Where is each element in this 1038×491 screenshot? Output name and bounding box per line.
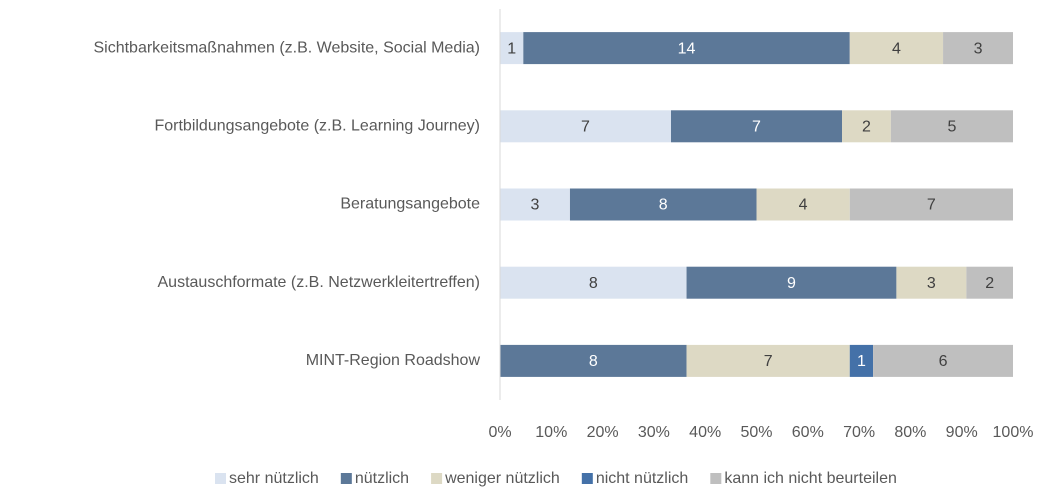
x-tick-label: 80%: [894, 424, 926, 441]
bar-segment: [849, 32, 944, 65]
x-tick-label: 20%: [587, 424, 619, 441]
x-tick-label: 40%: [689, 424, 721, 441]
y-tick-label: Fortbildungsangebote (z.B. Learning Jour…: [154, 118, 480, 135]
data-label: 7: [927, 197, 936, 214]
data-label: 14: [678, 40, 696, 57]
bar-segment: [896, 266, 967, 299]
bar-segment: [500, 266, 687, 299]
legend-swatch: [215, 473, 226, 484]
bar-segment: [671, 110, 842, 143]
bar-segment: [890, 110, 1013, 143]
data-label: 8: [589, 353, 598, 370]
data-label: 7: [581, 119, 590, 136]
legend-label: nicht nützlich: [596, 470, 689, 487]
data-label: 6: [939, 353, 948, 370]
bar-segment: [500, 32, 524, 65]
data-label: 7: [752, 119, 761, 136]
y-tick-label: Austauschformate (z.B. Netzwerkleitertre…: [158, 274, 481, 291]
data-label: 4: [799, 197, 808, 214]
bar-segment: [943, 32, 1013, 65]
data-label: 2: [862, 119, 871, 136]
y-tick-label: Sichtbarkeitsmaßnahmen (z.B. Website, So…: [93, 39, 480, 56]
legend-label: kann ich nicht beurteilen: [724, 470, 897, 487]
legend-swatch: [431, 473, 443, 484]
x-tick-label: 60%: [792, 424, 824, 441]
data-label: 9: [787, 275, 796, 292]
data-label: 1: [507, 40, 516, 57]
data-label: 3: [927, 275, 936, 292]
data-label: 8: [659, 197, 668, 214]
bar-segment: [500, 344, 687, 377]
x-tick-label: 70%: [843, 424, 875, 441]
y-tick-label: Beratungsangebote: [340, 196, 480, 213]
bar-segment: [756, 188, 850, 221]
x-tick-label: 90%: [946, 424, 978, 441]
bar-segment: [966, 266, 1013, 299]
legend-label: sehr nützlich: [229, 470, 319, 487]
bar-segment: [849, 344, 874, 377]
x-tick-label: 10%: [535, 424, 567, 441]
bar-segment: [686, 344, 850, 377]
bar-segment: [686, 266, 897, 299]
data-label: 2: [985, 275, 994, 292]
data-label: 3: [531, 197, 540, 214]
x-tick-label: 50%: [740, 424, 772, 441]
bar-segment: [500, 188, 570, 221]
data-label: 5: [947, 119, 956, 136]
legend-label: nützlich: [355, 470, 409, 487]
bar-segment: [500, 110, 671, 143]
data-label: 7: [764, 353, 773, 370]
legend-label: weniger nützlich: [444, 470, 560, 487]
bar-segment: [523, 32, 850, 65]
bar-segment: [873, 344, 1013, 377]
x-tick-label: 0%: [488, 424, 511, 441]
data-label: 4: [892, 40, 901, 57]
legend-swatch: [340, 473, 352, 484]
data-label: 3: [974, 40, 983, 57]
bar-segment: [849, 188, 1013, 221]
data-label: 1: [857, 353, 866, 370]
bar-segment: [569, 188, 757, 221]
x-tick-label: 100%: [993, 424, 1034, 441]
bar-segment: [842, 110, 891, 143]
y-tick-label: MINT-Region Roadshow: [306, 352, 481, 369]
x-tick-label: 30%: [638, 424, 670, 441]
legend-swatch: [710, 473, 722, 484]
legend-swatch: [581, 473, 593, 484]
data-label: 8: [589, 275, 598, 292]
